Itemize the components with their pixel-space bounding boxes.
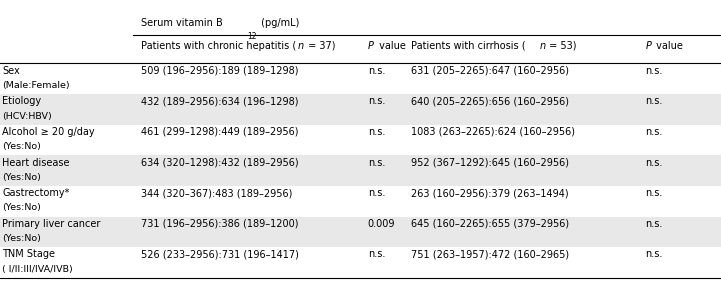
Text: Alcohol ≥ 20 g/day: Alcohol ≥ 20 g/day xyxy=(2,127,94,137)
Text: P: P xyxy=(368,41,373,51)
Text: value: value xyxy=(653,41,683,51)
Text: 263 (160–2956):379 (263–1494): 263 (160–2956):379 (263–1494) xyxy=(411,188,569,198)
Text: (Yes:No): (Yes:No) xyxy=(2,142,41,151)
Text: 645 (160–2265):655 (379–2956): 645 (160–2265):655 (379–2956) xyxy=(411,219,569,229)
Text: 12: 12 xyxy=(247,32,257,41)
Text: 461 (299–1298):449 (189–2956): 461 (299–1298):449 (189–2956) xyxy=(141,127,298,137)
Text: (pg/mL): (pg/mL) xyxy=(258,18,299,28)
Text: n: n xyxy=(298,41,304,51)
Text: n.s.: n.s. xyxy=(368,249,385,259)
Text: 509 (196–2956):189 (189–1298): 509 (196–2956):189 (189–1298) xyxy=(141,66,298,76)
Text: (Yes:No): (Yes:No) xyxy=(2,173,41,182)
Text: (Yes:No): (Yes:No) xyxy=(2,204,41,212)
Text: ( I/II:III/IVA/IVB): ( I/II:III/IVA/IVB) xyxy=(2,265,73,274)
Text: n.s.: n.s. xyxy=(368,188,385,198)
Text: value: value xyxy=(376,41,405,51)
Text: TNM Stage: TNM Stage xyxy=(2,249,56,259)
Text: 634 (320–1298):432 (189–2956): 634 (320–1298):432 (189–2956) xyxy=(141,158,298,168)
Text: n.s.: n.s. xyxy=(645,158,663,168)
Text: 631 (205–2265):647 (160–2956): 631 (205–2265):647 (160–2956) xyxy=(411,66,569,76)
Text: Serum vitamin B: Serum vitamin B xyxy=(141,18,222,28)
Text: 432 (189–2956):634 (196–1298): 432 (189–2956):634 (196–1298) xyxy=(141,96,298,106)
Text: Patients with cirrhosis (: Patients with cirrhosis ( xyxy=(411,41,526,51)
Text: n.s.: n.s. xyxy=(368,96,385,106)
Text: (Male:Female): (Male:Female) xyxy=(2,81,70,90)
Text: n.s.: n.s. xyxy=(645,96,663,106)
Text: n.s.: n.s. xyxy=(645,188,663,198)
Text: = 53): = 53) xyxy=(546,41,576,51)
Text: Sex: Sex xyxy=(2,66,20,76)
Text: Gastrectomy*: Gastrectomy* xyxy=(2,188,69,198)
Bar xyxy=(0,217,721,247)
Text: 0.009: 0.009 xyxy=(368,219,395,229)
Text: (HCV:HBV): (HCV:HBV) xyxy=(2,112,52,121)
Text: 1083 (263–2265):624 (160–2956): 1083 (263–2265):624 (160–2956) xyxy=(411,127,575,137)
Text: Primary liver cancer: Primary liver cancer xyxy=(2,219,100,229)
Text: n.s.: n.s. xyxy=(645,219,663,229)
Text: = 37): = 37) xyxy=(305,41,335,51)
Text: n.s.: n.s. xyxy=(645,249,663,259)
Text: P: P xyxy=(645,41,651,51)
Text: 731 (196–2956):386 (189–1200): 731 (196–2956):386 (189–1200) xyxy=(141,219,298,229)
Text: 526 (233–2956):731 (196–1417): 526 (233–2956):731 (196–1417) xyxy=(141,249,298,259)
Text: n.s.: n.s. xyxy=(645,66,663,76)
Text: Etiology: Etiology xyxy=(2,96,41,106)
Text: n.s.: n.s. xyxy=(645,127,663,137)
Text: 344 (320–367):483 (189–2956): 344 (320–367):483 (189–2956) xyxy=(141,188,292,198)
Text: Patients with chronic hepatitis (: Patients with chronic hepatitis ( xyxy=(141,41,296,51)
Text: n.s.: n.s. xyxy=(368,66,385,76)
Text: n.s.: n.s. xyxy=(368,158,385,168)
Text: 640 (205–2265):656 (160–2956): 640 (205–2265):656 (160–2956) xyxy=(411,96,569,106)
Bar xyxy=(0,94,721,125)
Text: n: n xyxy=(539,41,545,51)
Text: 952 (367–1292):645 (160–2956): 952 (367–1292):645 (160–2956) xyxy=(411,158,569,168)
Text: (Yes:No): (Yes:No) xyxy=(2,234,41,243)
Text: 751 (263–1957):472 (160–2965): 751 (263–1957):472 (160–2965) xyxy=(411,249,569,259)
Bar xyxy=(0,155,721,186)
Text: n.s.: n.s. xyxy=(368,127,385,137)
Text: Heart disease: Heart disease xyxy=(2,158,70,168)
